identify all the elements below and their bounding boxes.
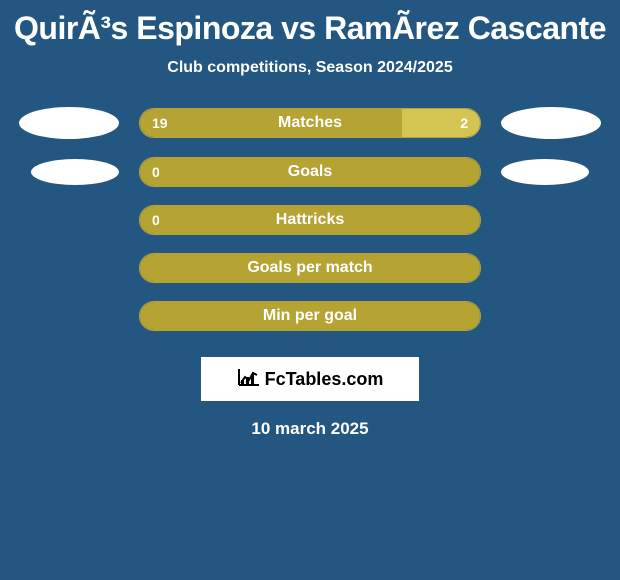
logo-content: FcTables.com	[237, 367, 384, 392]
logo-box: FcTables.com	[201, 357, 419, 401]
bar-hattricks: 0 Hattricks	[139, 205, 481, 235]
bar-label: Hattricks	[276, 211, 344, 229]
bar-label: Goals	[288, 163, 332, 181]
logo-text: FcTables.com	[265, 369, 384, 390]
stat-row-goals-per-match: Goals per match	[0, 253, 620, 283]
stat-row-goals: 0 Goals	[0, 157, 620, 187]
player-indicator-right	[501, 159, 589, 185]
page-title: QuirÃ³s Espinoza vs RamÃ­rez Cascante	[14, 10, 606, 47]
player-indicator-right	[501, 107, 601, 139]
bar-right-value: 2	[460, 115, 468, 131]
main-container: QuirÃ³s Espinoza vs RamÃ­rez Cascante Cl…	[0, 0, 620, 449]
stat-row-min-per-goal: Min per goal	[0, 301, 620, 331]
bar-goals: 0 Goals	[139, 157, 481, 187]
bar-left-segment: 19	[140, 109, 402, 137]
player-indicator-left	[31, 159, 119, 185]
date-text: 10 march 2025	[251, 419, 368, 439]
bar-right-segment: 2	[402, 109, 480, 137]
bar-label: Matches	[278, 114, 342, 132]
page-subtitle: Club competitions, Season 2024/2025	[167, 59, 452, 77]
player-indicator-left	[19, 107, 119, 139]
bar-left-value: 19	[152, 115, 168, 131]
bar-left-value: 0	[152, 164, 160, 180]
bar-goals-per-match: Goals per match	[139, 253, 481, 283]
stat-row-matches: 19 2 Matches	[0, 107, 620, 139]
chart-icon	[237, 367, 261, 392]
bar-label: Goals per match	[247, 259, 372, 277]
bar-left-value: 0	[152, 212, 160, 228]
bar-label: Min per goal	[263, 307, 357, 325]
bar-matches: 19 2 Matches	[139, 108, 481, 138]
bar-min-per-goal: Min per goal	[139, 301, 481, 331]
stat-row-hattricks: 0 Hattricks	[0, 205, 620, 235]
